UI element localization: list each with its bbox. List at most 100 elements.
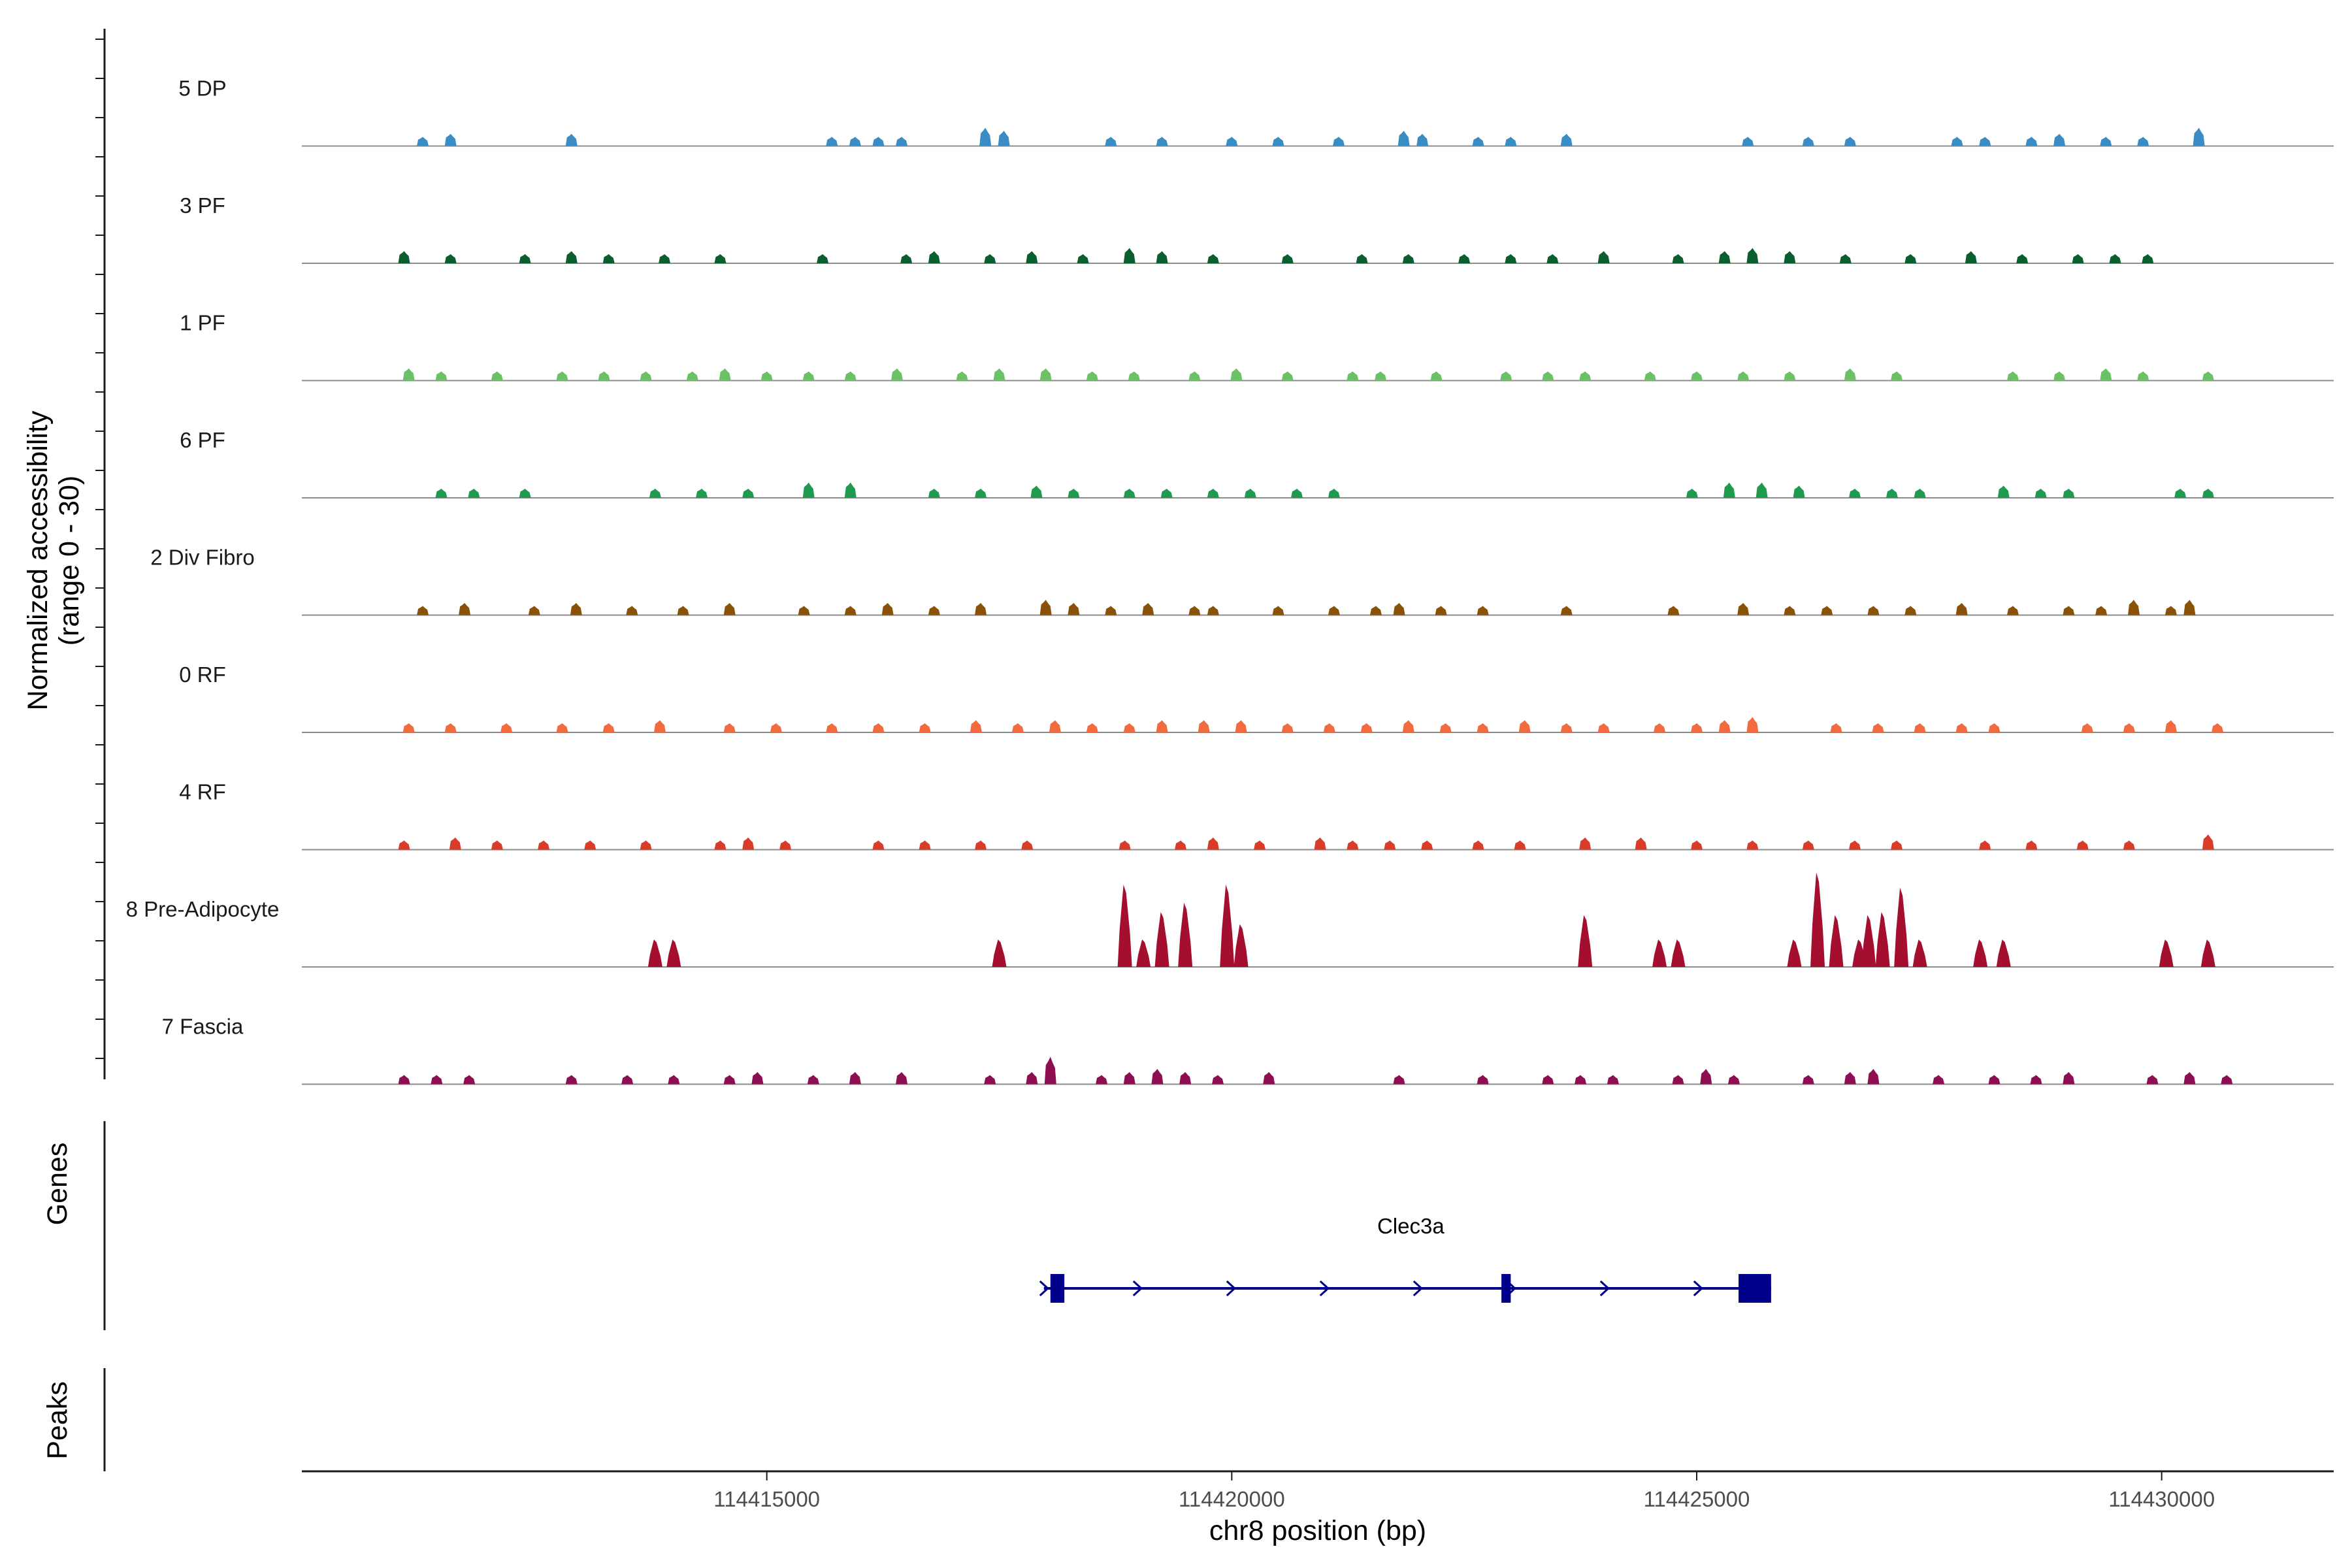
peak-bar [975, 489, 987, 498]
peak-bar [1951, 137, 1963, 146]
peak-bar [984, 1075, 996, 1085]
peak-bar [1290, 489, 1303, 498]
peak-bar [1477, 1075, 1489, 1085]
track-label: 0 RF [179, 662, 226, 687]
gene-track: Clec3a [1039, 1214, 1771, 1303]
peak-bar [1068, 602, 1080, 615]
peak-bar [714, 254, 727, 263]
peak-bar [1844, 137, 1856, 146]
peak-bar [2095, 606, 2108, 615]
peak-bar [1686, 489, 1698, 498]
peak-bar [802, 371, 815, 381]
peak-bar [1810, 872, 1825, 967]
peak-bar [919, 840, 931, 850]
peak-bar [760, 371, 773, 381]
peak-bar [1933, 1075, 1945, 1085]
peak-bar [1421, 840, 1433, 850]
peak-bar [1875, 912, 1890, 967]
peak-bar [975, 840, 987, 850]
peak-bar [2202, 834, 2214, 850]
peak-bar [1430, 371, 1443, 381]
peak-bar [459, 602, 471, 615]
peak-bar [1802, 137, 1814, 146]
peak-bar [1891, 840, 1903, 850]
peak-bar [1230, 368, 1243, 381]
peak-bar [1560, 723, 1573, 732]
peak-bar [1375, 371, 1387, 381]
peak-bar [1867, 1069, 1880, 1085]
peak-bar [1718, 251, 1731, 263]
peak-bar [872, 137, 885, 146]
peak-bar [1207, 837, 1219, 850]
track-0-rf: 0 RF [179, 662, 2334, 733]
peak-bar [1314, 837, 1326, 850]
peaks-track-title: Peaks [42, 1381, 73, 1460]
peak-bar [770, 723, 782, 732]
peak-bar [417, 137, 429, 146]
peak-bar [872, 840, 885, 850]
peak-bar [900, 254, 913, 263]
peak-bar [1575, 1075, 1587, 1085]
peak-bar [998, 131, 1010, 146]
peak-bar [1654, 723, 1666, 732]
peak-bar [398, 1075, 410, 1085]
peak-bar [1263, 1071, 1275, 1085]
peak-bar [872, 723, 885, 732]
peak-bar [668, 1075, 680, 1085]
peak-bar [444, 723, 457, 732]
peak-bar [723, 723, 736, 732]
peak-bar [1128, 371, 1140, 381]
peak-bar [1198, 720, 1210, 732]
peak-bar [659, 254, 671, 263]
peak-bar [1691, 840, 1703, 850]
y-axis-title: Normalized accessibility (range 0 - 30) [22, 410, 85, 710]
peak-bar [1281, 371, 1294, 381]
peak-bar [1477, 606, 1489, 615]
peak-bar [1894, 887, 1909, 967]
peak-bar [1211, 1075, 1224, 1085]
peak-bar [1988, 723, 2001, 732]
peak-bar [398, 840, 410, 850]
peak-bar [491, 371, 503, 381]
peak-bar [2030, 1075, 2042, 1085]
x-tick-label: 114415000 [713, 1487, 820, 1511]
peak-bar [1500, 371, 1512, 381]
peak-bar [1723, 482, 1735, 498]
peak-bar [2123, 840, 2135, 850]
peak-bar [598, 371, 610, 381]
track-label: 1 PF [180, 311, 225, 335]
peak-bar [1965, 251, 1977, 263]
peak-bar [2063, 489, 2075, 498]
peak-bar [779, 840, 792, 850]
peak-bar [1039, 368, 1052, 381]
peak-bar [1472, 840, 1484, 850]
peak-bar [1996, 939, 2011, 967]
peak-bar [1802, 1075, 1814, 1085]
peak-bar [1784, 251, 1796, 263]
peak-bar [1793, 485, 1805, 498]
peak-bar [1360, 723, 1373, 732]
peak-bar [417, 606, 429, 615]
peak-bar [2076, 840, 2089, 850]
peak-bar [1347, 840, 1359, 850]
peak-bar [1068, 489, 1080, 498]
peak-bar [2063, 1071, 2075, 1085]
peak-bar [1802, 840, 1814, 850]
peak-bar [538, 840, 550, 850]
peak-bar [928, 489, 940, 498]
track-label: 6 PF [180, 428, 225, 452]
peak-bar [444, 133, 457, 146]
peak-bar [1154, 912, 1169, 967]
peak-bar [890, 368, 903, 381]
track-3-pf: 3 PF [180, 193, 2334, 264]
strand-arrow [1319, 1280, 1330, 1297]
peak-bar [1737, 602, 1750, 615]
peak-bar [2063, 606, 2075, 615]
peak-bar [2123, 723, 2135, 732]
peak-bar [896, 1071, 908, 1085]
peak-bar [2100, 137, 2112, 146]
peak-bar [570, 602, 582, 615]
peak-bar [1607, 1075, 1619, 1085]
peak-bar [1439, 723, 1452, 732]
peak-bar [1597, 251, 1610, 263]
